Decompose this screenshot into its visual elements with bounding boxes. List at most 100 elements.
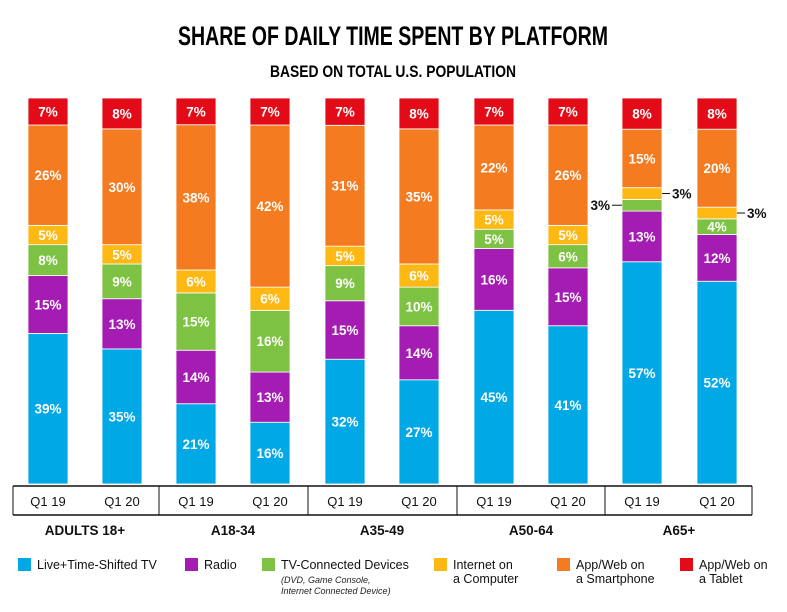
data-label: 15%	[628, 151, 655, 166]
x-axis: Q1 19 Q1 20 ADULTS 18+ Q1 19 Q1 20 A18-34 Q1 1…	[12, 485, 753, 538]
group-label: ADULTS 18+	[45, 523, 126, 538]
x-tick-label: Q1 20	[699, 494, 734, 509]
bar-segment	[249, 309, 291, 373]
data-label: 5%	[335, 249, 355, 264]
data-label: 13%	[108, 317, 135, 332]
chart-subtitle: BASED ON TOTAL U.S. POPULATION	[270, 62, 516, 81]
data-label: 57%	[628, 366, 655, 381]
data-label: 5%	[484, 232, 504, 247]
x-tick-label: Q1 19	[327, 494, 362, 509]
bar-segment	[175, 124, 217, 271]
bar-segment	[324, 265, 366, 302]
bar-segment	[324, 358, 366, 485]
data-label: 9%	[335, 276, 355, 291]
data-label: 16%	[480, 272, 507, 287]
bar-segment	[175, 292, 217, 351]
bar-segment	[249, 97, 291, 126]
group-label: A65+	[663, 523, 696, 538]
group-label: A35-49	[360, 523, 404, 538]
x-tick-label: Q1 19	[476, 494, 511, 509]
data-label: 52%	[703, 376, 730, 391]
bar-segment	[324, 97, 366, 126]
bar-segment	[621, 210, 663, 263]
bar-segment	[249, 421, 291, 485]
group-label: A50-64	[509, 523, 554, 538]
bar-segment	[696, 280, 738, 485]
data-label: 42%	[256, 199, 283, 214]
data-label: 32%	[331, 415, 358, 430]
data-label: 16%	[256, 334, 283, 349]
bar-segment	[621, 187, 663, 200]
legend-label: a Computer	[453, 572, 518, 586]
group-label: A18-34	[211, 523, 256, 538]
bar-segment	[621, 128, 663, 189]
x-tick-label: Q1 19	[178, 494, 213, 509]
legend-swatch	[680, 558, 693, 571]
data-label: 5%	[558, 228, 578, 243]
data-label: 7%	[558, 105, 578, 120]
data-label: 6%	[186, 274, 206, 289]
data-label: 7%	[38, 105, 58, 120]
legend-label: TV-Connected Devices	[281, 558, 409, 572]
bar-segment	[249, 124, 291, 288]
data-label: 26%	[554, 168, 581, 183]
data-label: 26%	[34, 168, 61, 183]
legend-swatch	[18, 558, 31, 571]
data-label: 8%	[38, 253, 58, 268]
legend-swatch	[434, 558, 447, 571]
x-tick-label: Q1 20	[550, 494, 585, 509]
data-label: 13%	[256, 390, 283, 405]
legend-label: Live+Time-Shifted TV	[37, 558, 158, 572]
bar-segment	[101, 348, 143, 485]
bar-segment	[27, 333, 69, 485]
bar-segment	[101, 263, 143, 300]
data-label: 7%	[335, 105, 355, 120]
data-label: 38%	[182, 190, 209, 205]
legend-note: (DVD, Game Console,	[281, 575, 371, 585]
data-label: 10%	[405, 299, 432, 314]
bar-segment	[27, 97, 69, 126]
data-label: 35%	[108, 409, 135, 424]
bar-segment	[696, 234, 738, 282]
data-label: 31%	[331, 179, 358, 194]
bar-segment	[696, 128, 738, 208]
data-label: 5%	[112, 247, 132, 262]
data-label: 15%	[554, 290, 581, 305]
data-label: 7%	[186, 104, 206, 119]
legend-swatch	[185, 558, 198, 571]
bar-segment	[621, 198, 663, 212]
data-label: 5%	[484, 213, 504, 228]
data-label: 35%	[405, 189, 432, 204]
bar-segment	[324, 124, 366, 247]
bar-segment	[547, 267, 589, 327]
chart-title: SHARE OF DAILY TIME SPENT BY PLATFORM	[178, 21, 608, 51]
data-label: 8%	[632, 107, 652, 122]
data-label: 7%	[484, 105, 504, 120]
bar-segment	[101, 128, 143, 246]
legend-label: a Tablet	[699, 572, 743, 586]
data-label: 39%	[34, 402, 61, 417]
bar-segment	[547, 325, 589, 485]
data-label: 12%	[703, 251, 730, 266]
legend-label: Internet on	[453, 558, 513, 572]
bar-segment	[175, 403, 217, 485]
data-label: 5%	[38, 228, 58, 243]
bar-segment	[398, 379, 440, 485]
data-label: 20%	[703, 161, 730, 176]
data-label: 22%	[480, 160, 507, 175]
data-label: 14%	[182, 370, 209, 385]
data-label: 3%	[590, 198, 610, 213]
data-label: 8%	[409, 106, 429, 121]
data-label: 14%	[405, 346, 432, 361]
data-label: 6%	[260, 292, 280, 307]
legend-note: Internet Connected Device)	[281, 586, 391, 596]
bar-segment	[473, 97, 515, 126]
bar-segment	[324, 300, 366, 360]
bar-segment	[175, 97, 217, 126]
data-label: 8%	[112, 106, 132, 121]
data-label: 41%	[554, 398, 581, 413]
data-label: 4%	[707, 220, 727, 235]
data-label: 13%	[628, 229, 655, 244]
legend-label: App/Web on	[576, 558, 645, 572]
bar-segment	[621, 261, 663, 485]
